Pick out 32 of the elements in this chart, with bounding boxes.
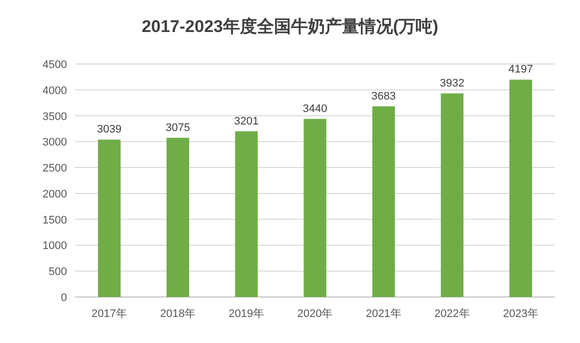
data-label: 3440 — [302, 102, 328, 115]
y-tick-label: 3000 — [42, 136, 67, 149]
x-tick-label: 2023年 — [502, 308, 538, 320]
data-label: 3039 — [97, 124, 122, 136]
x-tick-label: 2019年 — [228, 308, 264, 320]
data-label: 3075 — [166, 122, 190, 134]
x-tick-label: 2021年 — [366, 308, 402, 320]
y-tick-label: 500 — [48, 266, 67, 278]
bar — [509, 80, 532, 297]
bar — [440, 93, 464, 297]
y-tick-label: 4000 — [42, 84, 67, 97]
y-tick-label: 1500 — [42, 214, 67, 226]
x-tick-label: 2018年 — [160, 308, 196, 320]
data-label: 3201 — [234, 115, 259, 128]
bar — [166, 138, 190, 297]
y-tick-label: 0 — [60, 292, 67, 304]
x-tick-label: 2020年 — [297, 308, 333, 320]
chart-title: 2017-2023年度全国牛奶产量情况(万吨) — [142, 17, 438, 36]
y-tick-label: 3500 — [42, 110, 67, 123]
bar — [235, 131, 258, 297]
bar — [304, 118, 326, 297]
y-tick-label: 1000 — [42, 240, 67, 252]
y-tick-label: 2000 — [42, 188, 67, 200]
bar — [98, 140, 121, 297]
bar — [372, 106, 395, 297]
x-tick-label: 2017年 — [92, 308, 128, 320]
y-tick-label: 2500 — [42, 162, 67, 175]
x-tick-label: 2022年 — [434, 308, 470, 320]
data-label: 3683 — [371, 90, 396, 102]
data-label: 4197 — [508, 64, 533, 76]
y-tick-label: 4500 — [42, 59, 67, 71]
data-label: 3932 — [440, 77, 464, 90]
